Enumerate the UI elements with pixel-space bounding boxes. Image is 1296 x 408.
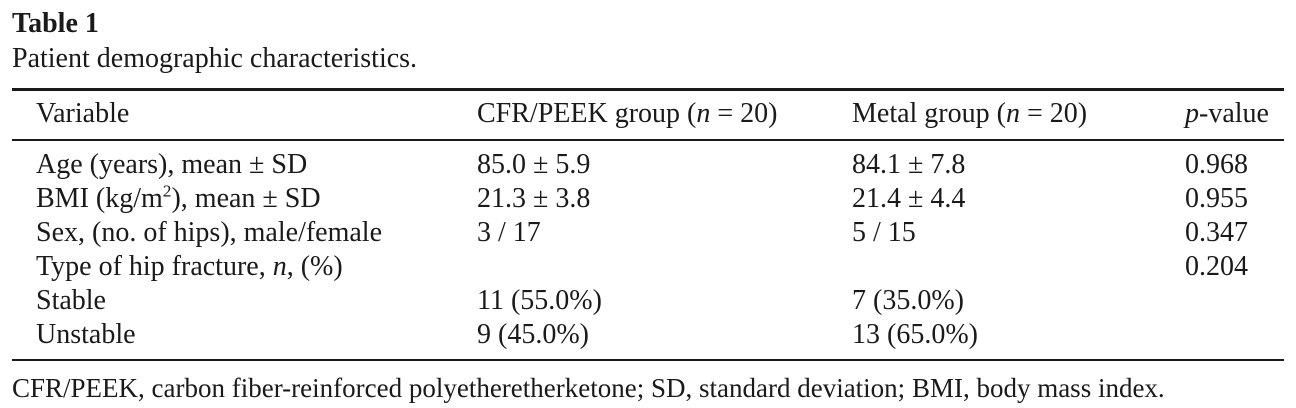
label-text: Type of hip fracture, (36, 251, 273, 282)
header-text: CFR/PEEK group ( (477, 98, 697, 129)
table-header-row: Variable CFR/PEEK group (n = 20) Metal g… (12, 89, 1284, 141)
cfr-peek-value: 11 (55.0%) (477, 285, 602, 316)
table-footnote: CFR/PEEK, carbon fiber-reinforced polyet… (12, 373, 1165, 403)
p-value: 0.347 (1185, 217, 1248, 248)
italic-n: n (696, 98, 711, 129)
cfr-peek-value: 3 / 17 (477, 217, 541, 248)
cfr-peek-value: 21.3 ± 3.8 (477, 183, 591, 214)
header-text: = 20) (710, 98, 778, 129)
metal-value: 84.1 ± 7.8 (852, 149, 966, 180)
metal-value: 7 (35.0%) (852, 285, 964, 316)
superscript-2: 2 (162, 182, 172, 201)
table-label: Table 1 (12, 8, 99, 39)
table-caption: Patient demographic characteristics. (12, 43, 418, 74)
column-header-p-value: p-value (1185, 89, 1284, 141)
p-value (1185, 318, 1284, 360)
column-header-variable: Variable (12, 89, 477, 141)
italic-p: p (1185, 98, 1199, 129)
table-row-stable: Stable 11 (55.0%) 7 (35.0%) (12, 284, 1284, 318)
label-text: , (%) (286, 251, 343, 282)
row-label: BMI (kg/m2), mean ± SD (12, 182, 477, 216)
table-row-age: Age (years), mean ± SD 85.0 ± 5.9 84.1 ±… (12, 140, 1284, 182)
metal-value: 13 (65.0%) (852, 319, 978, 350)
italic-n: n (1005, 98, 1020, 129)
cfr-peek-value: 9 (45.0%) (477, 319, 589, 350)
row-label: Sex, (no. of hips), male/female (36, 217, 383, 248)
row-label: Stable (36, 285, 106, 316)
table-row-unstable: Unstable 9 (45.0%) 13 (65.0%) (12, 318, 1284, 360)
table-row-bmi: BMI (kg/m2), mean ± SD 21.3 ± 3.8 21.4 ±… (12, 182, 1284, 216)
row-label: Type of hip fracture, n, (%) (12, 250, 477, 284)
cfr-peek-value: 85.0 ± 5.9 (477, 149, 591, 180)
header-text: -value (1199, 98, 1269, 129)
header-text: = 20) (1019, 98, 1088, 129)
metal-value (852, 250, 1185, 284)
p-value: 0.204 (1185, 251, 1248, 282)
column-header-cfr-peek-group: CFR/PEEK group (n = 20) (477, 89, 852, 141)
p-value (1185, 284, 1284, 318)
italic-n: n (272, 251, 287, 282)
row-label: Unstable (36, 319, 136, 350)
label-text: ), mean ± SD (171, 183, 321, 214)
table-row-sex: Sex, (no. of hips), male/female 3 / 17 5… (12, 216, 1284, 250)
metal-value: 5 / 15 (852, 217, 916, 248)
cfr-peek-value (477, 250, 852, 284)
column-header-metal-group: Metal group (n = 20) (852, 89, 1185, 141)
label-text: BMI (kg/m (36, 183, 163, 214)
table-row-fracture-type: Type of hip fracture, n, (%) 0.204 (12, 250, 1284, 284)
p-value: 0.968 (1185, 149, 1248, 180)
demographics-table: Variable CFR/PEEK group (n = 20) Metal g… (12, 88, 1284, 361)
p-value: 0.955 (1185, 183, 1248, 214)
row-label: Age (years), mean ± SD (36, 149, 308, 180)
metal-value: 21.4 ± 4.4 (852, 183, 966, 214)
header-text: Metal group ( (852, 98, 1006, 129)
